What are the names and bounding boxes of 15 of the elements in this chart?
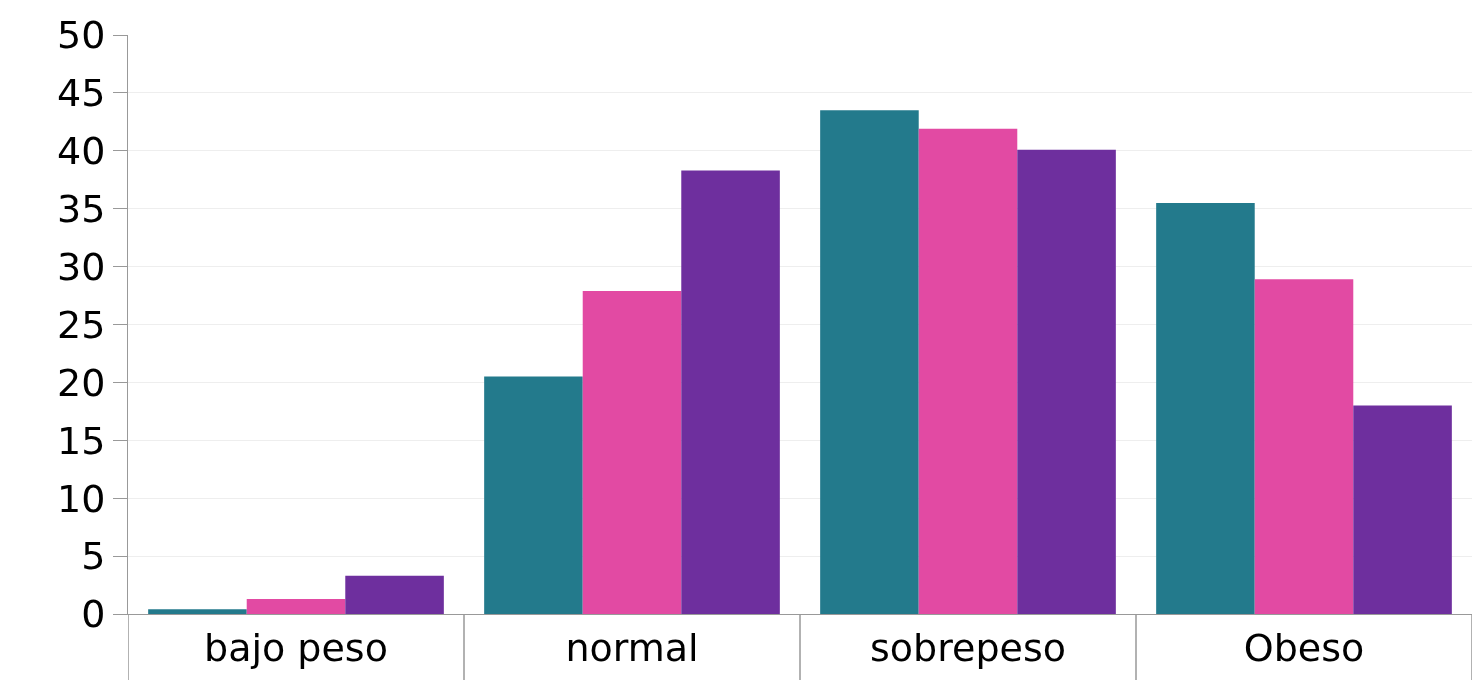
- x-tick-label: sobrepeso: [870, 625, 1066, 670]
- y-tick-label: 40: [57, 129, 106, 174]
- y-tick-label: 30: [57, 244, 106, 289]
- y-tick-label: 5: [81, 534, 106, 579]
- y-tick-label: 15: [57, 418, 106, 463]
- y-tick-label: 20: [57, 360, 106, 405]
- x-tick-label: bajo peso: [204, 625, 388, 670]
- x-tick-label: normal: [565, 625, 699, 670]
- y-tick-label: 0: [81, 592, 106, 637]
- y-tick-label: 10: [57, 476, 106, 521]
- x-tick-label: Obeso: [1243, 625, 1365, 670]
- y-tick-label: 50: [57, 13, 106, 58]
- y-tick-label: 25: [57, 302, 106, 347]
- y-tick-label: 45: [57, 71, 106, 116]
- y-tick-label: 35: [57, 187, 106, 231]
